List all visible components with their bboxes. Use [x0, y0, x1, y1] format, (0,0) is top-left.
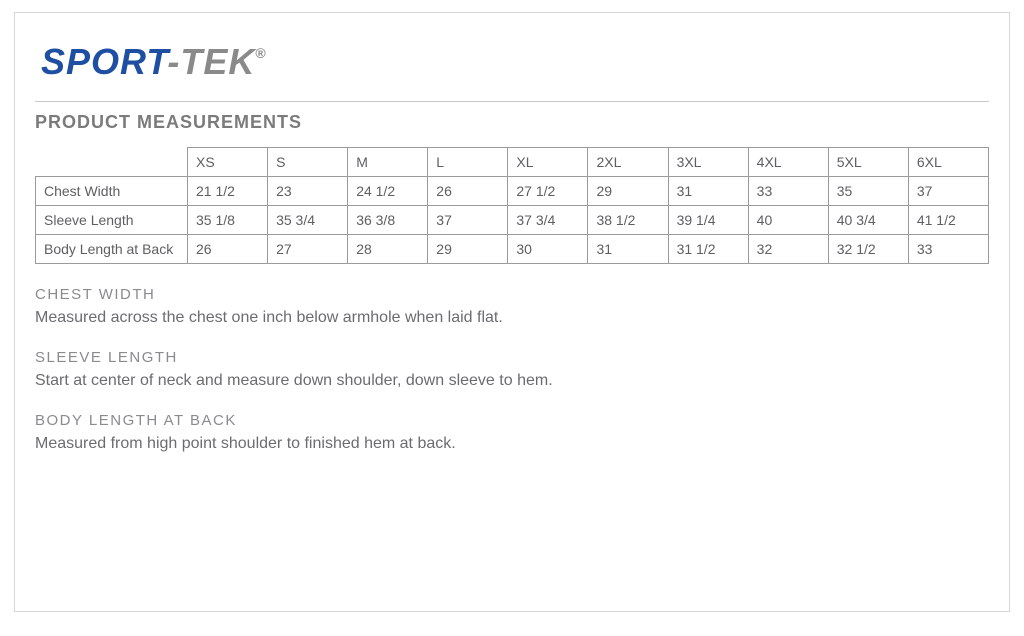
size-header: L: [428, 148, 508, 177]
cell: 30: [508, 235, 588, 264]
size-header: 2XL: [588, 148, 668, 177]
size-header: XL: [508, 148, 588, 177]
cell: 33: [748, 177, 828, 206]
cell: 37: [428, 206, 508, 235]
brand-tek: TEK: [180, 41, 255, 82]
brand-logo-text: SPORT-TEK®: [41, 41, 267, 82]
cell: 23: [268, 177, 348, 206]
cell: 29: [428, 235, 508, 264]
definition-text: Measured across the chest one inch below…: [35, 309, 989, 327]
table-row: Chest Width 21 1/2 23 24 1/2 26 27 1/2 2…: [36, 177, 989, 206]
cell: 38 1/2: [588, 206, 668, 235]
cell: 35 3/4: [268, 206, 348, 235]
cell: 32: [748, 235, 828, 264]
table-row: Body Length at Back 26 27 28 29 30 31 31…: [36, 235, 989, 264]
brand-sport: SPORT: [41, 41, 167, 82]
cell: 36 3/8: [348, 206, 428, 235]
cell: 26: [188, 235, 268, 264]
cell: 40: [748, 206, 828, 235]
cell: 31: [668, 177, 748, 206]
brand-dash: -: [167, 41, 180, 82]
section-title: PRODUCT MEASUREMENTS: [35, 112, 989, 133]
size-header: 6XL: [908, 148, 988, 177]
cell: 24 1/2: [348, 177, 428, 206]
cell: 27: [268, 235, 348, 264]
cell: 28: [348, 235, 428, 264]
table-header-row: XS S M L XL 2XL 3XL 4XL 5XL 6XL: [36, 148, 989, 177]
cell: 35: [828, 177, 908, 206]
cell: 31: [588, 235, 668, 264]
definition-title: BODY LENGTH AT BACK: [35, 412, 989, 429]
cell: 35 1/8: [188, 206, 268, 235]
definition-block: SLEEVE LENGTH Start at center of neck an…: [35, 349, 989, 390]
row-label: Body Length at Back: [36, 235, 188, 264]
definition-block: CHEST WIDTH Measured across the chest on…: [35, 286, 989, 327]
cell: 33: [908, 235, 988, 264]
size-header: S: [268, 148, 348, 177]
cell: 37 3/4: [508, 206, 588, 235]
definition-text: Measured from high point shoulder to fin…: [35, 435, 989, 453]
brand-registered-icon: ®: [255, 45, 266, 61]
table-corner-cell: [36, 148, 188, 177]
cell: 27 1/2: [508, 177, 588, 206]
definition-title: SLEEVE LENGTH: [35, 349, 989, 366]
definition-block: BODY LENGTH AT BACK Measured from high p…: [35, 412, 989, 453]
cell: 29: [588, 177, 668, 206]
divider: [35, 101, 989, 102]
size-header: 4XL: [748, 148, 828, 177]
cell: 21 1/2: [188, 177, 268, 206]
size-header: 3XL: [668, 148, 748, 177]
cell: 32 1/2: [828, 235, 908, 264]
cell: 31 1/2: [668, 235, 748, 264]
cell: 41 1/2: [908, 206, 988, 235]
size-header: XS: [188, 148, 268, 177]
document-card: SPORT-TEK® PRODUCT MEASUREMENTS XS S M L…: [14, 12, 1010, 612]
brand-logo: SPORT-TEK®: [35, 13, 989, 101]
size-header: M: [348, 148, 428, 177]
definition-title: CHEST WIDTH: [35, 286, 989, 303]
cell: 26: [428, 177, 508, 206]
row-label: Chest Width: [36, 177, 188, 206]
measurements-table: XS S M L XL 2XL 3XL 4XL 5XL 6XL Chest Wi…: [35, 147, 989, 264]
cell: 39 1/4: [668, 206, 748, 235]
cell: 40 3/4: [828, 206, 908, 235]
definitions: CHEST WIDTH Measured across the chest on…: [35, 286, 989, 453]
cell: 37: [908, 177, 988, 206]
table-row: Sleeve Length 35 1/8 35 3/4 36 3/8 37 37…: [36, 206, 989, 235]
size-header: 5XL: [828, 148, 908, 177]
row-label: Sleeve Length: [36, 206, 188, 235]
definition-text: Start at center of neck and measure down…: [35, 372, 989, 390]
